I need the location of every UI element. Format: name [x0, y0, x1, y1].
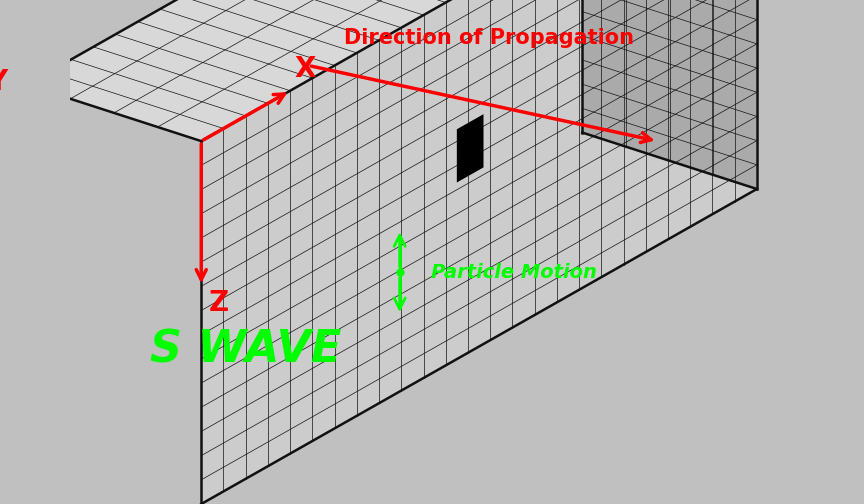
Text: Direction of Propagation: Direction of Propagation	[344, 28, 634, 48]
Polygon shape	[201, 0, 757, 504]
Polygon shape	[582, 0, 757, 189]
Text: X: X	[294, 55, 315, 83]
Text: Y: Y	[0, 68, 7, 96]
Text: Particle Motion: Particle Motion	[431, 263, 597, 282]
Text: S WAVE: S WAVE	[149, 329, 341, 372]
Polygon shape	[27, 0, 757, 141]
Polygon shape	[457, 114, 484, 182]
Text: Z: Z	[209, 289, 229, 317]
